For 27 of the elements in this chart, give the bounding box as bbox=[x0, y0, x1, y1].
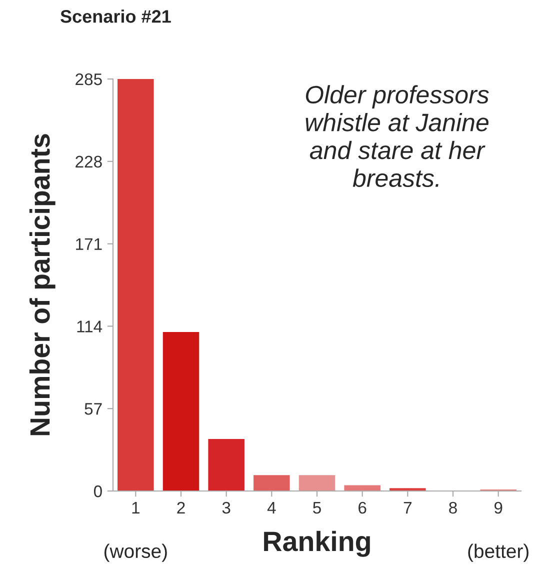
bar bbox=[208, 438, 244, 491]
y-axis-title: Number of participants bbox=[29, 134, 56, 436]
chart-title: Scenario #21 bbox=[60, 10, 171, 23]
bar bbox=[298, 475, 336, 491]
text: (worse) bbox=[104, 544, 167, 562]
text: (better) bbox=[468, 544, 528, 562]
x-tick-label: 6 bbox=[358, 502, 366, 514]
x-tick-label: 7 bbox=[404, 502, 412, 514]
x-tick-label: 4 bbox=[267, 502, 276, 514]
x-tick-label: 2 bbox=[177, 502, 185, 514]
bar bbox=[118, 79, 154, 491]
x-tick-label: 1 bbox=[132, 502, 140, 514]
annotation: Older professors whistle at Janine and stare at her breasts. bbox=[306, 85, 489, 188]
y-tick-label: 114 bbox=[77, 320, 102, 332]
bar bbox=[344, 485, 380, 491]
bar bbox=[162, 332, 200, 491]
y-tick-label: 171 bbox=[76, 238, 102, 250]
bar bbox=[254, 475, 290, 491]
y-tick-label: 0 bbox=[94, 485, 102, 498]
x-axis-title: Ranking bbox=[264, 530, 370, 557]
x-tick-label: 5 bbox=[313, 502, 321, 514]
y-tick-label: 228 bbox=[76, 156, 102, 168]
x-tick-label: 8 bbox=[449, 502, 457, 514]
x-tick-label: 9 bbox=[494, 502, 502, 514]
x-tick-label: 3 bbox=[222, 502, 230, 514]
y-tick-label: 285 bbox=[76, 73, 102, 86]
y-tick-label: 57 bbox=[84, 403, 102, 415]
